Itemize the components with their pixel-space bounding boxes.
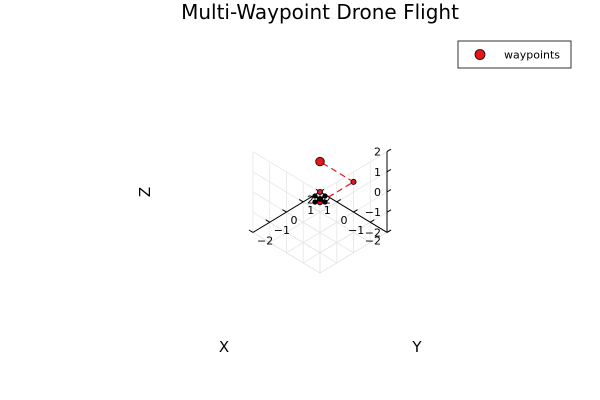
waypoint-marker (350, 178, 357, 185)
waypoint-marker (316, 188, 323, 195)
path-segment (319, 181, 354, 203)
y-tick-label: −1 (274, 224, 290, 237)
x-tick-label: 2 (307, 194, 314, 207)
x-tick-label: −2 (365, 234, 381, 247)
z-tick-mark (386, 148, 392, 153)
y-tick-label: 1 (307, 204, 314, 217)
z-tick-mark (386, 168, 392, 173)
y-axis-title: Y (411, 338, 422, 356)
z-axis-title: Z (136, 187, 154, 197)
z-tick-label: −1 (365, 206, 381, 219)
x-tick-mark (369, 219, 375, 223)
x-tick-label: 1 (324, 204, 331, 217)
waypoint-markers (315, 156, 357, 206)
grid-line (319, 151, 388, 193)
x-axis-title: X (219, 338, 229, 356)
drone-rotor (312, 199, 318, 205)
waypoint-marker (315, 156, 325, 167)
x-tick-label: −1 (348, 224, 364, 237)
y-tick-mark (248, 229, 254, 233)
legend: waypoints (457, 40, 572, 69)
grid-line (252, 151, 321, 193)
drone-rotor (322, 199, 328, 205)
y-tick-label: 0 (291, 214, 298, 227)
z-tick-label: −2 (365, 226, 381, 239)
z-tick-label: 1 (374, 166, 381, 179)
z-tick-label: 0 (374, 186, 381, 199)
y-tick-mark (282, 209, 287, 213)
drone-body (317, 196, 323, 202)
axes (248, 148, 392, 233)
z-tick-mark (386, 229, 392, 233)
x-tick-mark (353, 209, 358, 213)
grid-line (252, 171, 321, 213)
drone-rotor (312, 193, 318, 199)
chart-title: Multi-Waypoint Drone Flight (181, 0, 459, 24)
legend-marker (474, 49, 486, 60)
x-tick-label: 0 (341, 214, 348, 227)
legend-label: waypoints (504, 49, 560, 62)
drone-rotor (322, 193, 328, 199)
path-segment (319, 161, 354, 183)
z-tick-mark (386, 189, 392, 193)
y-tick-label: 2 (324, 194, 331, 207)
z-tick-label: 2 (374, 146, 381, 159)
x-tick-mark (336, 199, 342, 203)
y-tick-label: −2 (257, 234, 273, 247)
y-tick-mark (298, 199, 304, 203)
z-tick-mark (386, 209, 392, 213)
quadcopter-icon (312, 193, 328, 205)
y-tick-mark (265, 219, 271, 223)
grid-line (319, 171, 388, 213)
